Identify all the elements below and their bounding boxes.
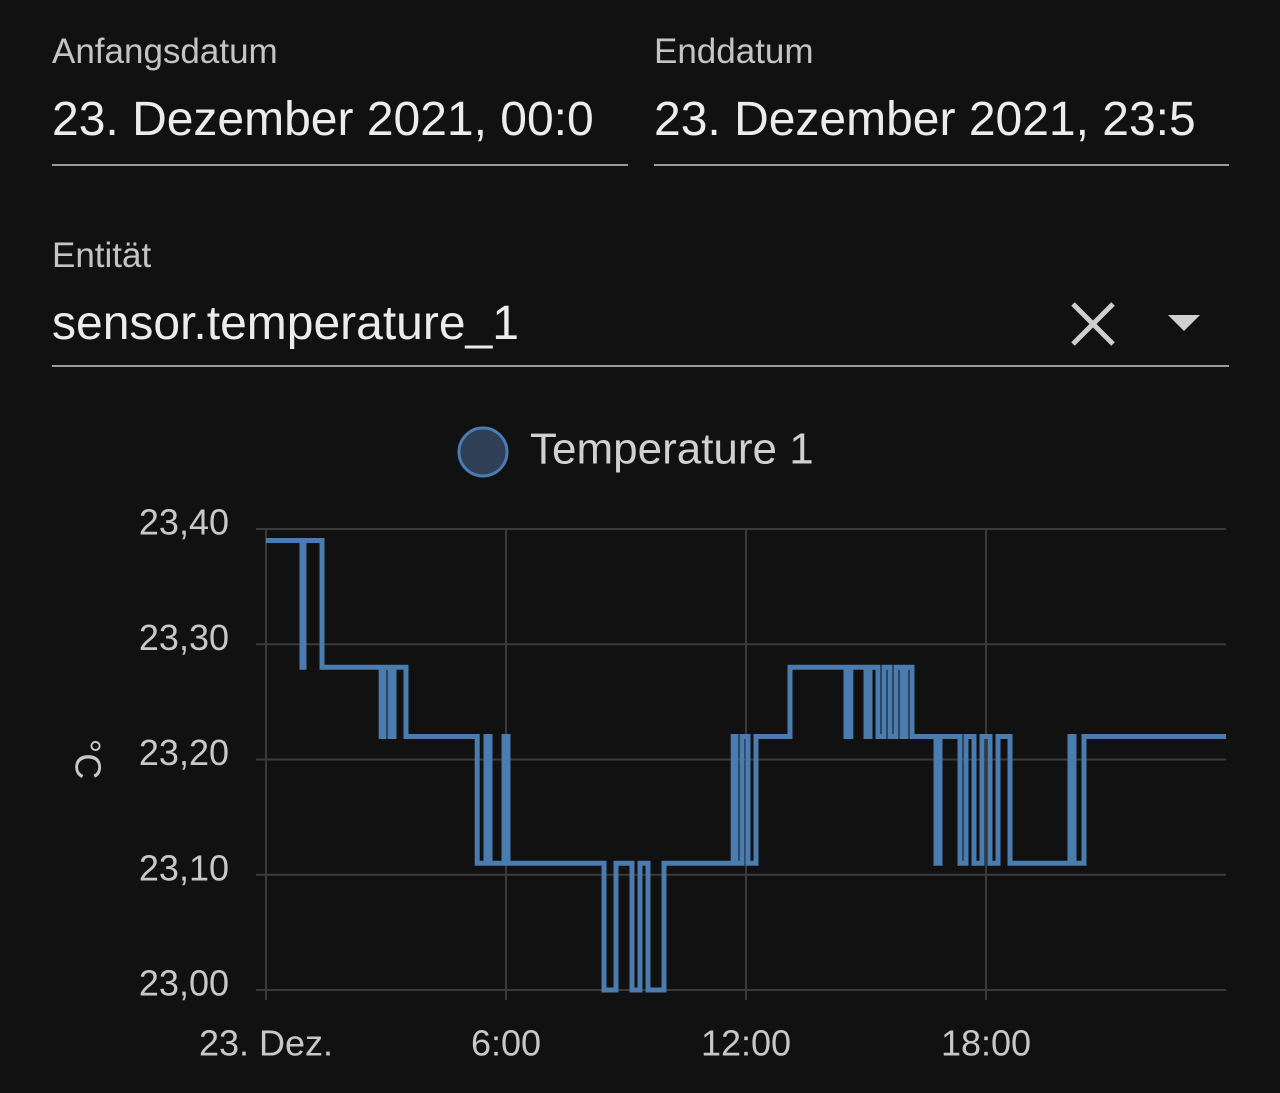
start-date-field[interactable]: Anfangsdatum 23. Dezember 2021, 00:0 (52, 20, 628, 166)
legend-swatch (457, 426, 509, 478)
x-tick-label: 12:00 (701, 1023, 791, 1064)
y-tick-label: 23,10 (139, 847, 229, 888)
y-tick-label: 23,00 (139, 963, 229, 1004)
x-tick-label: 23. Dez. (199, 1023, 333, 1064)
clear-icon (1071, 302, 1115, 346)
y-tick-label: 23,20 (139, 732, 229, 773)
field-value: 23. Dezember 2021, 00:0 (52, 93, 594, 146)
field-label: Entität (52, 236, 152, 275)
field-value: sensor.temperature_1 (52, 297, 519, 350)
field-label: Anfangsdatum (52, 32, 278, 71)
series-line (266, 538, 1226, 993)
dropdown-arrow[interactable] (1168, 315, 1200, 331)
entity-field[interactable]: Entität sensor.temperature_1 (52, 222, 1229, 367)
x-tick-label: 6:00 (471, 1023, 541, 1064)
legend-label: Temperature 1 (530, 425, 814, 474)
clear-button[interactable] (1071, 302, 1115, 346)
y-tick-label: 23,30 (139, 617, 229, 658)
y-tick-label: 23,40 (139, 502, 229, 543)
field-label: Enddatum (654, 32, 814, 71)
x-tick-label: 18:00 (941, 1023, 1031, 1064)
field-value: 23. Dezember 2021, 23:5 (654, 93, 1196, 146)
y-axis-label: °C (67, 739, 108, 779)
end-date-field[interactable]: Enddatum 23. Dezember 2021, 23:5 (654, 20, 1229, 166)
